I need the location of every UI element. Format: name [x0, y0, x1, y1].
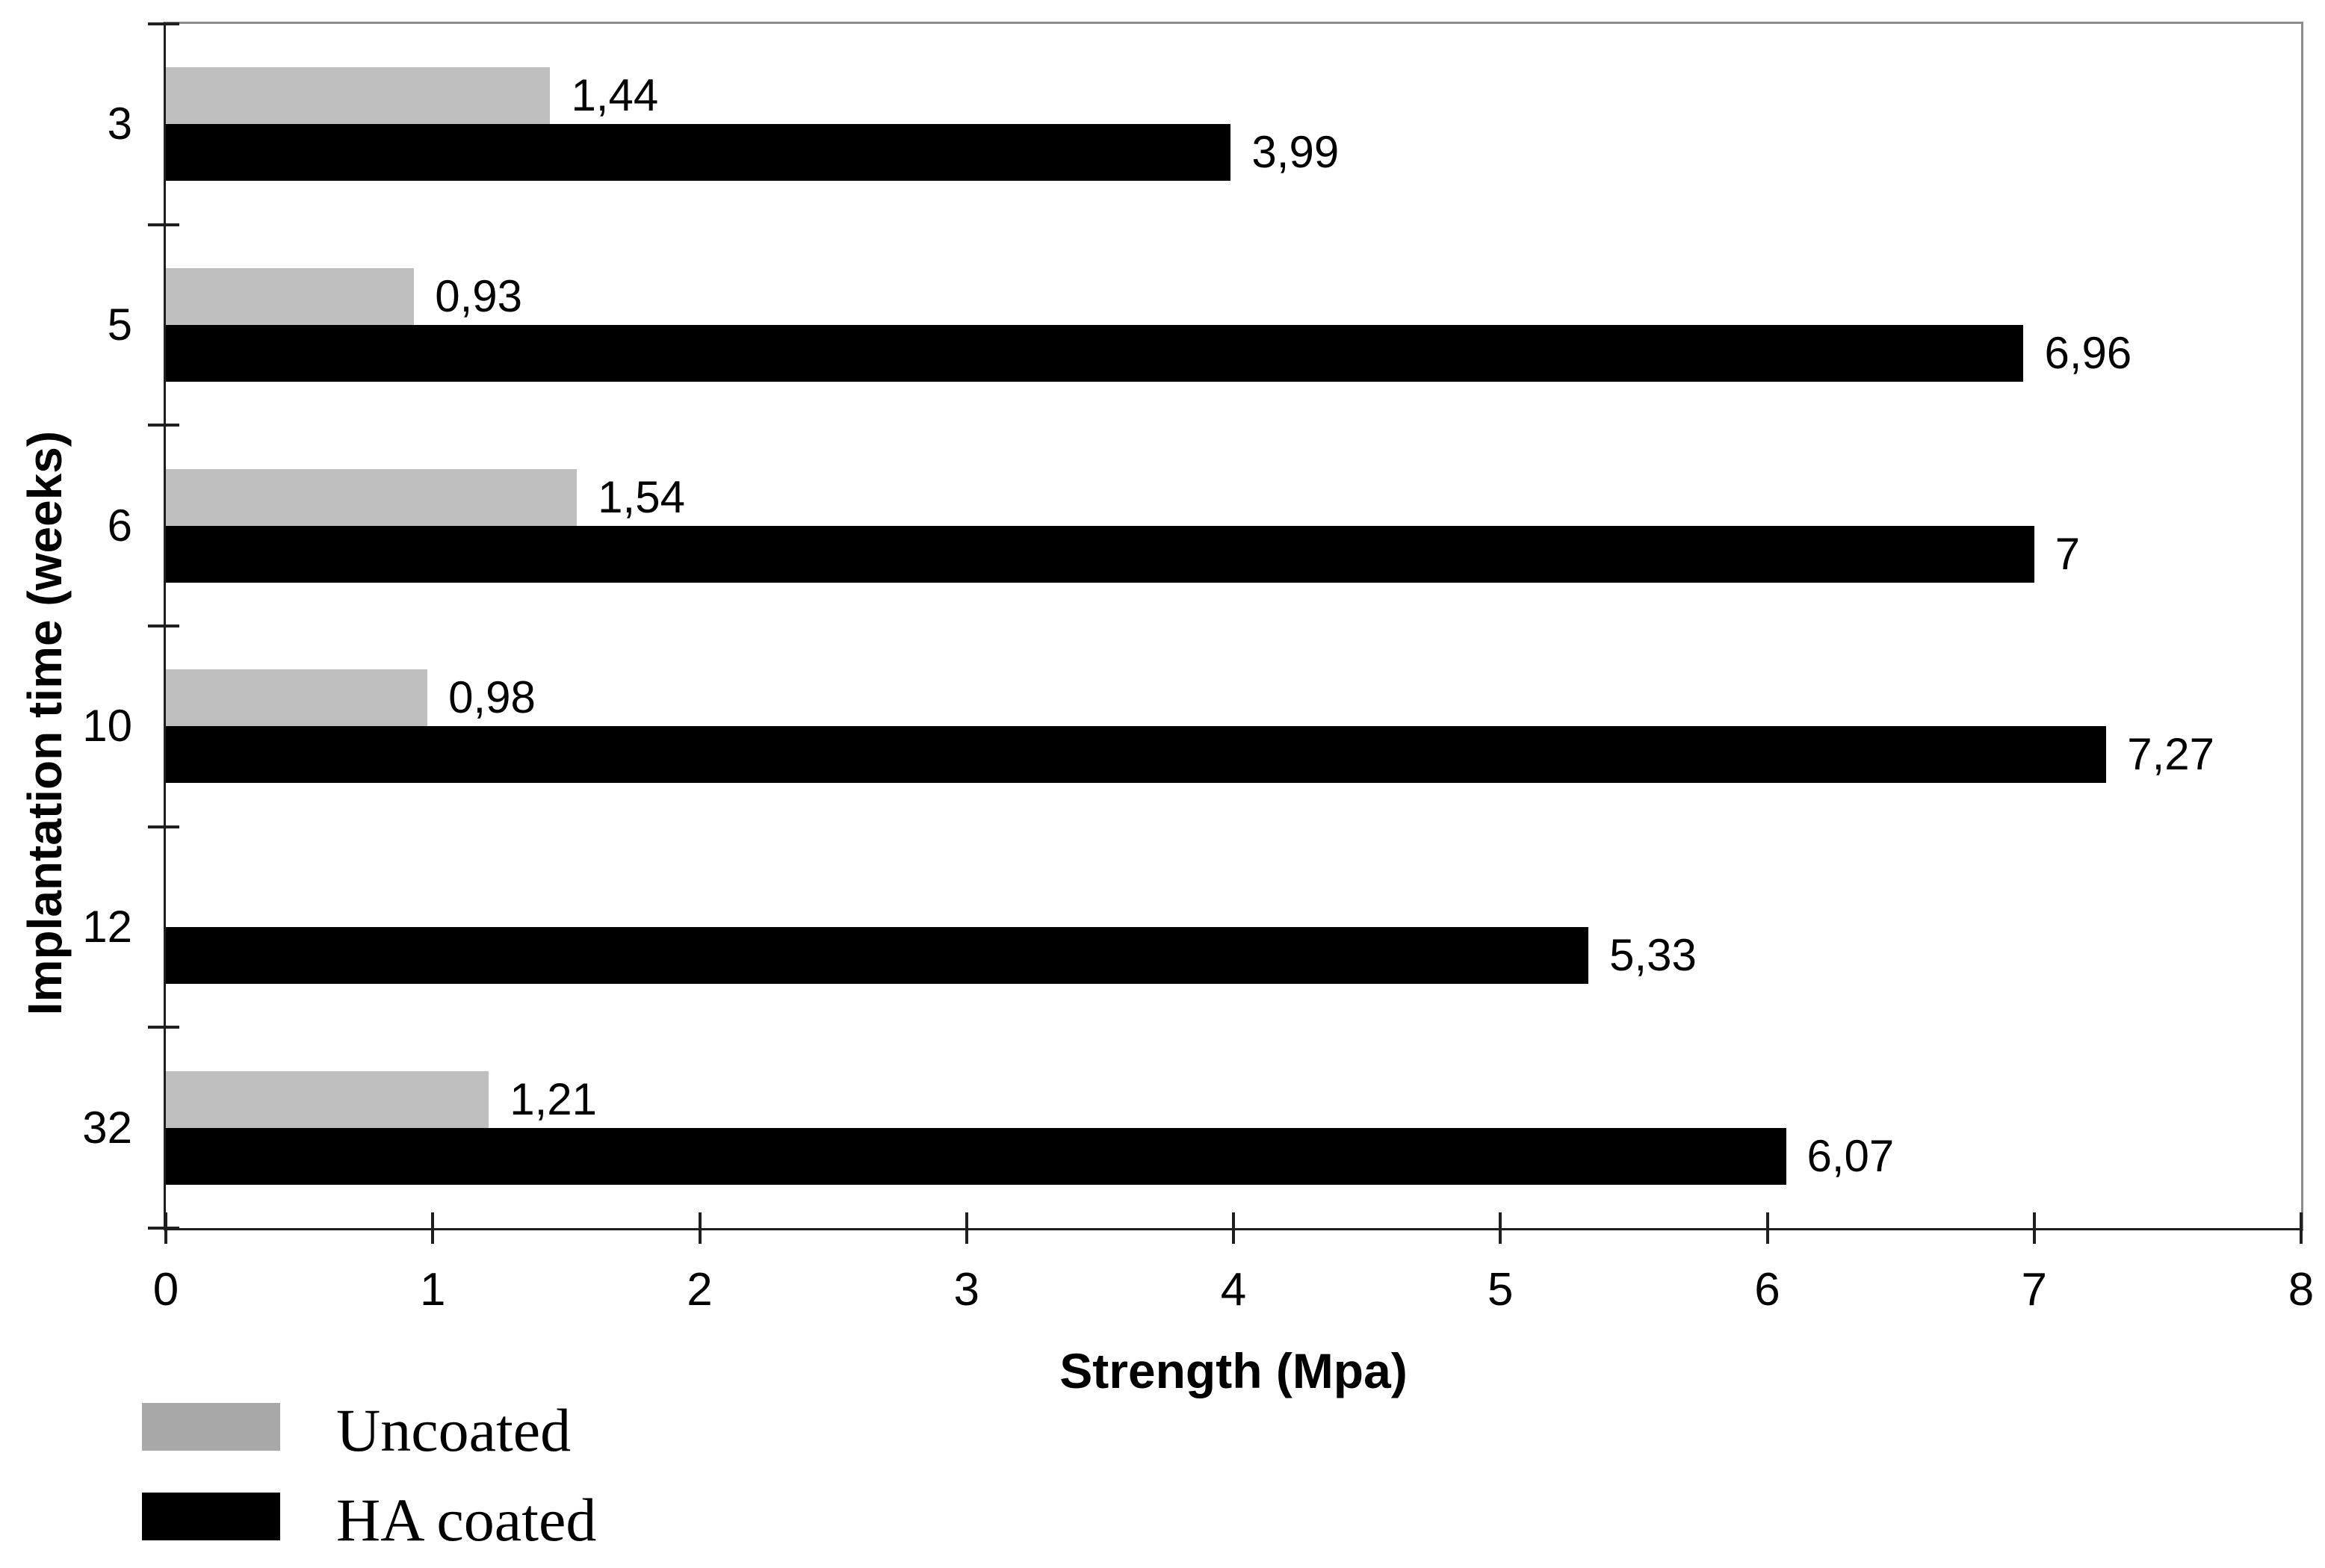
value-label-ha-coated-3w: 3,99	[1251, 127, 1340, 178]
plot-area: Strength (Mpa) 1,44 3,99 3 0,93 6,96 5 1,54 7 6 0…	[82, 22, 2314, 1395]
bar-uncoated-10w	[166, 669, 428, 727]
x-tick-label-0: 0	[152, 1264, 179, 1316]
value-label-ha-coated-10w: 7,27	[2127, 729, 2214, 780]
y-axis-tick	[148, 1026, 179, 1029]
category-band-5: 0,93 6,96	[166, 225, 2301, 426]
x-tick-label-7: 7	[2021, 1264, 2047, 1316]
category-label-32: 32	[82, 1102, 132, 1153]
legend-item-ha-coated: HA coated	[142, 1490, 596, 1551]
y-axis-tick	[148, 424, 179, 427]
value-label-ha-coated-12w: 5,33	[1609, 929, 1697, 980]
y-axis-tick	[148, 223, 179, 226]
bar-ha-coated-6w	[166, 525, 2034, 583]
value-label-uncoated-10w: 0,98	[448, 672, 536, 723]
x-tick-label-8: 8	[2288, 1264, 2315, 1316]
x-axis-title: Strength (Mpa)	[1059, 1343, 1408, 1398]
x-tick-label-3: 3	[953, 1264, 979, 1316]
x-tick-label-5: 5	[1487, 1264, 1514, 1316]
category-label-10: 10	[82, 701, 132, 752]
bar-ha-coated-10w	[166, 726, 2107, 784]
y-axis-tick	[148, 625, 179, 627]
legend-label-ha-coated: HA coated	[336, 1486, 597, 1554]
y-axis-tick	[148, 22, 179, 25]
x-tick-label-4: 4	[1220, 1264, 1247, 1316]
category-label-3: 3	[107, 99, 132, 149]
value-label-uncoated-5w: 0,93	[435, 270, 523, 321]
bar-ha-coated-3w	[166, 124, 1231, 182]
x-axis-tick-6	[1765, 1212, 1769, 1244]
bar-uncoated-3w	[166, 67, 551, 125]
value-label-uncoated-32w: 1,21	[510, 1073, 598, 1124]
bar-ha-coated-5w	[166, 324, 2024, 382]
legend: Uncoated HA coated	[142, 1400, 596, 1568]
x-tick-label-6: 6	[1754, 1264, 1780, 1316]
x-axis-tick-4	[1232, 1212, 1235, 1244]
bar-uncoated-32w	[166, 1070, 489, 1128]
value-label-ha-coated-6w: 7	[2055, 528, 2081, 579]
value-label-uncoated-6w: 1,54	[598, 471, 685, 522]
y-axis-tick	[148, 1227, 179, 1230]
category-band-10: 0,98 7,27	[166, 626, 2301, 827]
category-band-3: 1,44 3,99	[166, 24, 2301, 225]
value-label-ha-coated-5w: 6,96	[2044, 327, 2132, 378]
category-label-6: 6	[107, 500, 132, 551]
x-axis-tick-7	[2032, 1212, 2036, 1244]
legend-label-uncoated: Uncoated	[336, 1396, 572, 1464]
x-tick-label-2: 2	[687, 1264, 713, 1316]
bar-ha-coated-12w	[166, 926, 1589, 984]
y-axis-tick	[148, 825, 179, 828]
bar-ha-coated-32w	[166, 1127, 1786, 1185]
bar-uncoated-5w	[166, 267, 415, 325]
legend-item-uncoated: Uncoated	[142, 1400, 596, 1461]
category-label-5: 5	[107, 300, 132, 350]
category-band-6: 1,54 7	[166, 425, 2301, 626]
value-label-ha-coated-32w: 6,07	[1807, 1130, 1895, 1181]
x-axis-tick-3	[965, 1212, 968, 1244]
legend-swatch-ha-coated	[142, 1493, 280, 1540]
legend-swatch-uncoated	[142, 1403, 280, 1451]
value-label-uncoated-3w: 1,44	[571, 70, 659, 121]
bar-uncoated-6w	[166, 468, 578, 526]
x-axis-tick-5	[1499, 1212, 1502, 1244]
category-band-12: 5,33	[166, 827, 2301, 1028]
x-tick-label-1: 1	[420, 1264, 446, 1316]
x-axis-tick-8	[2300, 1212, 2303, 1244]
x-axis-tick-2	[698, 1212, 702, 1244]
x-axis-tick-0	[164, 1212, 167, 1244]
category-band-32: 1,21 6,07	[166, 1027, 2301, 1228]
x-axis-tick-1	[431, 1212, 435, 1244]
category-label-12: 12	[82, 902, 132, 952]
